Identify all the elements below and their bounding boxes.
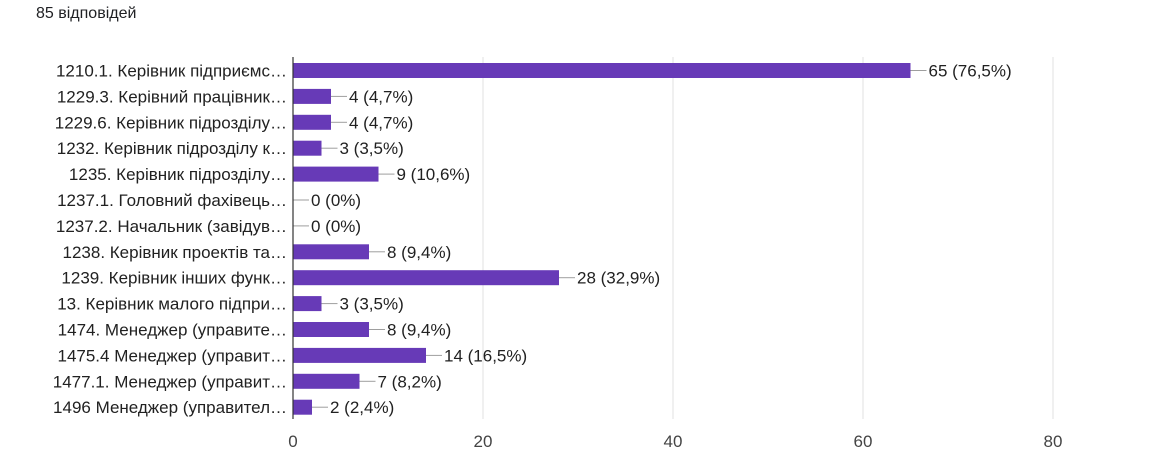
data-label: 65 (76,5%): [929, 62, 1012, 81]
category-label: 1237.1. Головний фахівець…: [57, 191, 287, 210]
data-label: 2 (2,4%): [330, 398, 394, 417]
category-label: 1210.1. Керівник підприємс…: [56, 62, 287, 81]
bar: [293, 270, 559, 286]
category-label: 1239. Керівник інших функ…: [61, 269, 287, 288]
x-tick-label: 20: [474, 432, 493, 450]
category-label: 1238. Керівник проектів та…: [63, 243, 288, 262]
category-label: 1232. Керівник підрозділу к…: [57, 139, 287, 158]
category-label: 1474. Менеджер (управите…: [58, 321, 287, 340]
category-labels: 1210.1. Керівник підприємс… 1229.3. Керів…: [53, 62, 287, 418]
category-label: 1235. Керівник підрозділу…: [69, 165, 287, 184]
category-label: 1496 Менеджер (управител…: [53, 398, 287, 417]
category-label: 13. Керівник малого підпри…: [57, 295, 287, 314]
bar: [293, 244, 369, 260]
grid-lines: [482, 57, 1054, 419]
bar: [293, 88, 331, 104]
bar: [293, 322, 369, 337]
data-label: 9 (10,6%): [397, 165, 471, 184]
category-label: 1475.4 Менеджер (управит…: [57, 346, 287, 365]
bar: [293, 166, 379, 182]
data-label: 28 (32,9%): [577, 269, 660, 288]
x-axis-ticks: 0 20 40 60 80: [288, 432, 1062, 450]
data-label: 8 (9,4%): [387, 321, 451, 340]
data-label: 3 (3,5%): [340, 295, 404, 314]
x-tick-label: 80: [1044, 432, 1063, 450]
bar: [293, 296, 322, 312]
data-label: 14 (16,5%): [444, 346, 527, 365]
category-label: 1237.2. Начальник (завідув…: [56, 217, 287, 236]
bar: [293, 399, 312, 415]
category-label: 1477.1. Менеджер (управит…: [53, 372, 287, 391]
response-count: 85 відповідей: [36, 5, 137, 22]
data-label: 4 (4,7%): [349, 87, 413, 106]
x-tick-label: 40: [664, 432, 683, 450]
data-label: 3 (3,5%): [340, 139, 404, 158]
category-label: 1229.3. Керівний працівник…: [57, 87, 287, 106]
bar: [293, 373, 360, 389]
category-label: 1229.6. Керівник підрозділу…: [55, 113, 287, 132]
x-tick-label: 60: [854, 432, 873, 450]
data-label: 0 (0%): [311, 191, 361, 210]
data-label: 0 (0%): [311, 217, 361, 236]
bar: [293, 114, 331, 130]
data-label: 4 (4,7%): [349, 113, 413, 132]
bar: [293, 140, 322, 156]
bars: 65 (76,5%) 4 (4,7%) 4 (4,7%) 3 (3,5%) 9 (10,…: [293, 62, 1012, 417]
x-tick-label: 0: [288, 432, 297, 450]
data-label: 8 (9,4%): [387, 243, 451, 262]
bar: [293, 347, 426, 363]
data-label: 7 (8,2%): [378, 372, 442, 391]
bar: [293, 63, 911, 78]
